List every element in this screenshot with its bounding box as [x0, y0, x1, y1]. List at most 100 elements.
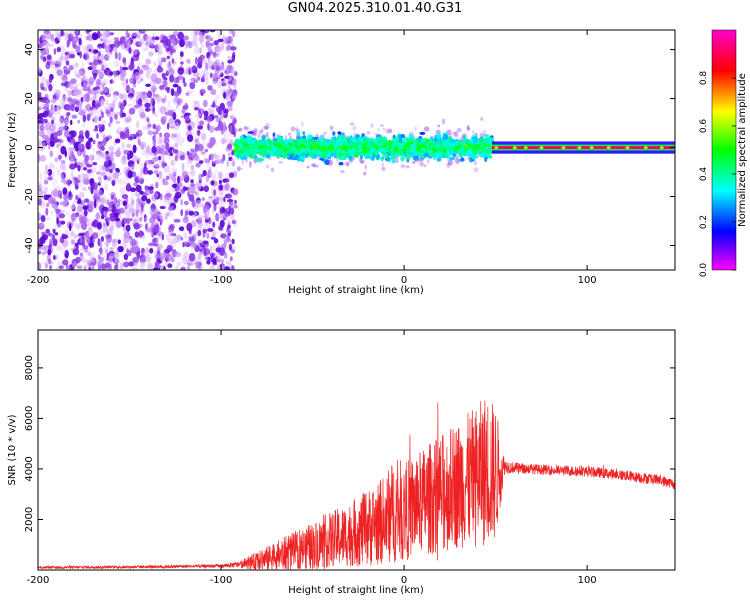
heatmap-cell	[48, 110, 52, 117]
heatmap-cell	[97, 46, 102, 51]
heatmap-cell	[165, 143, 170, 151]
heatmap-cell	[381, 166, 386, 171]
heatmap-cell	[180, 236, 184, 241]
heatmap-cell	[362, 139, 368, 143]
heatmap-cell	[82, 86, 89, 92]
heatmap-cell	[187, 265, 191, 270]
heatmap-cell	[79, 134, 84, 140]
heatmap-cell	[172, 83, 179, 88]
heatmap-cell	[257, 134, 261, 139]
heatmap-cell	[128, 47, 132, 54]
heatmap-cell	[139, 261, 147, 267]
heatmap-cell	[194, 231, 198, 238]
heatmap-cell	[38, 244, 45, 251]
heatmap-cell	[460, 157, 464, 161]
heatmap-cell	[45, 202, 50, 208]
heatmap-cell	[106, 38, 112, 44]
heatmap-cell	[78, 110, 85, 116]
heatmap-cell	[83, 82, 89, 91]
heatmap-cell	[45, 44, 49, 53]
heatmap-cell	[61, 259, 69, 266]
heatmap-cell	[153, 136, 159, 141]
heatmap-cell	[403, 153, 408, 157]
heatmap-cell	[39, 103, 46, 111]
heatmap-cell	[228, 243, 233, 251]
heatmap-cell	[218, 171, 223, 180]
heatmap-cell	[112, 70, 119, 75]
heatmap-cell	[48, 260, 54, 265]
heatmap-cell	[338, 161, 344, 166]
heatmap-cell	[165, 234, 172, 241]
heatmap-cell	[152, 238, 155, 244]
heatmap-cell	[197, 214, 205, 220]
heatmap-cell	[46, 137, 50, 145]
heatmap-cell	[70, 230, 75, 237]
heatmap-cell	[155, 181, 159, 189]
heatmap-cell	[60, 82, 67, 87]
heatmap-cell	[101, 32, 108, 39]
heatmap-cell	[127, 154, 130, 161]
heatmap-cell	[91, 251, 96, 257]
heatmap-cell	[206, 247, 209, 256]
colorbar-label: Normalized spectral amplitude	[737, 73, 748, 227]
heatmap-cell	[121, 66, 129, 71]
heatmap-cell	[56, 245, 63, 251]
heatmap-cell	[147, 262, 154, 270]
heatmap-cell	[193, 46, 201, 55]
heatmap-cell	[118, 52, 123, 59]
heatmap-cell	[436, 157, 442, 162]
heatmap-cell	[124, 37, 130, 46]
heatmap-cell	[43, 186, 49, 194]
heatmap-cell	[190, 179, 194, 184]
heatmap-cell	[226, 229, 233, 234]
heatmap-cell	[193, 191, 199, 196]
heatmap-cell	[221, 206, 226, 213]
heatmap-cell	[226, 91, 232, 98]
heatmap-cell	[109, 32, 114, 36]
heatmap-cell	[62, 94, 66, 102]
heatmap-cell	[124, 205, 128, 210]
heatmap-cell	[49, 140, 55, 147]
heatmap-cell	[177, 140, 184, 146]
heatmap-cell	[437, 124, 441, 128]
heatmap-cell	[311, 163, 316, 168]
heatmap-cell	[135, 184, 142, 193]
heatmap-cell	[212, 221, 216, 228]
heatmap-cell	[123, 180, 127, 185]
heatmap-cell	[58, 62, 62, 68]
heatmap-cell	[65, 105, 73, 111]
heatmap-cell	[52, 39, 56, 47]
heatmap-cell	[231, 238, 235, 245]
heatmap-cell	[71, 259, 77, 268]
heatmap-cell	[394, 147, 398, 151]
heatmap-cell	[62, 187, 68, 196]
heatmap-cell	[81, 173, 86, 177]
heatmap-cell	[112, 171, 119, 180]
heatmap-cell	[369, 137, 374, 142]
heatmap-cell	[79, 216, 86, 226]
heatmap-cell	[69, 53, 75, 59]
heatmap-cell	[381, 162, 384, 167]
heatmap-cell	[172, 149, 179, 154]
colorbar: 0.0 0.2 0.4 0.6 0.8 Normalized spectral ampl…	[699, 29, 748, 277]
heatmap-cell	[189, 78, 195, 84]
heatmap-cell	[77, 52, 81, 56]
heatmap-cell	[174, 191, 182, 199]
heatmap-cell	[232, 188, 239, 196]
heatmap-cell	[118, 52, 121, 61]
heatmap-cell	[91, 99, 96, 109]
heatmap-cell	[276, 153, 282, 158]
heatmap-cell	[170, 132, 175, 141]
heatmap-cell	[472, 130, 475, 135]
heatmap-cell	[90, 257, 97, 266]
heatmap-cell	[375, 155, 380, 161]
heatmap-cell	[77, 197, 82, 204]
heatmap-cell	[436, 151, 440, 156]
heatmap-cell	[643, 146, 648, 150]
heatmap-cell	[377, 127, 380, 132]
heatmap-cell	[127, 160, 135, 168]
heatmap-cell	[64, 249, 69, 259]
heatmap-cell	[154, 163, 160, 168]
heatmap-cell	[206, 44, 213, 53]
